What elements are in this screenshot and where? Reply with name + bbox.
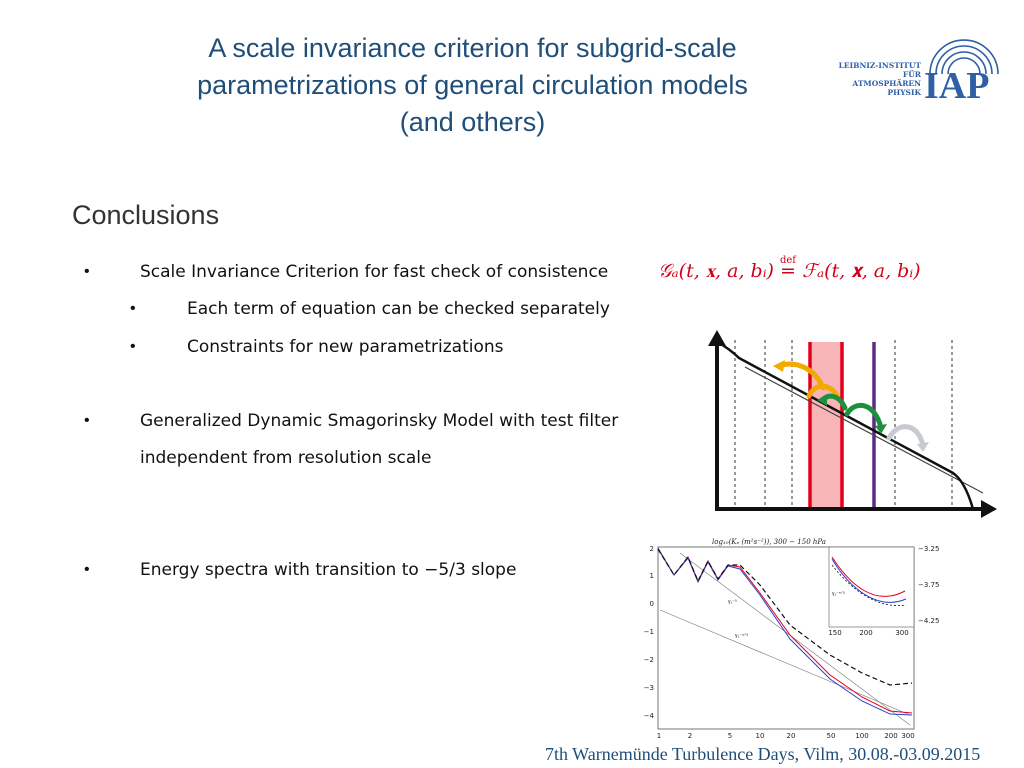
y-tick: −2 [644, 656, 654, 664]
inset-x-tick: 200 [859, 629, 872, 637]
x-tick: 200 [884, 732, 897, 740]
energy-spectrum-plot: log₁₀(Kₑ (m²s⁻²)), 300 − 150 hPa 2 1 0 −… [644, 538, 940, 740]
formula-rhs: ℱₐ(t, 𝐱, a, bᵢ) [802, 260, 921, 282]
x-tick: 10 [756, 732, 765, 740]
x-tick: 2 [688, 732, 692, 740]
y-tick: −1 [644, 628, 654, 636]
filter-band [809, 342, 843, 509]
x-tick-labels: 1 2 5 10 20 50 100 200 300 [657, 732, 915, 740]
inset-y-ticks: −3.25 −3.75 −4.25 [918, 545, 939, 625]
scale-invariance-formula: 𝒢ₐ(t, 𝐱, a, bᵢ) def = ℱₐ(t, 𝐱, a, bᵢ) [658, 255, 921, 283]
inset-x-tick: 150 [828, 629, 841, 637]
subbullet-constraints: Constraints for new parametrizations [187, 337, 504, 357]
x-tick: 1 [657, 732, 661, 740]
subbullet-terms-separately: Each term of equation can be checked sep… [187, 299, 610, 319]
scale-schematic-diagram [708, 330, 997, 518]
logo-text-2: FÜR [903, 70, 922, 79]
x-tick: 50 [827, 732, 836, 740]
bullet-dot: • [130, 300, 136, 317]
bullet-smagorinsky-line1: Generalized Dynamic Smagorinsky Model wi… [140, 411, 619, 431]
inset-frame [828, 546, 915, 628]
inset-red-series [831, 556, 906, 597]
x-tick: 100 [855, 732, 868, 740]
spectrum-title: log₁₀(Kₑ (m²s⁻²)), 300 − 150 hPa [712, 538, 826, 546]
bullet-energy-spectra: Energy spectra with transition to −5/3 s… [140, 560, 517, 580]
formula-lhs: 𝒢ₐ(t, 𝐱, a, bᵢ) [658, 260, 774, 282]
y-tick: −3 [644, 684, 654, 692]
logo-text-1: LEIBNIZ-INSTITUT [839, 61, 922, 70]
formula-eq: = [780, 260, 796, 282]
bullet-smagorinsky-line2: independent from resolution scale [140, 448, 432, 468]
inset-y-tick: −3.75 [918, 581, 939, 589]
spectrum-curve [717, 340, 975, 510]
inset-dotted-series [831, 564, 907, 607]
gray-arrow-icon [886, 424, 926, 449]
title-line-3: (and others) [399, 107, 546, 137]
section-heading: Conclusions [72, 200, 220, 230]
x-tick: 20 [787, 732, 796, 740]
inset-y-tick: −4.25 [918, 617, 939, 625]
k3-label: γ₁⁻³ [728, 599, 737, 605]
logo-arcs-icon [929, 39, 999, 75]
iap-logo: LEIBNIZ-INSTITUT FÜR ATMOSPHÄREN PHYSIK … [839, 39, 999, 106]
logo-acronym: IAP [924, 65, 989, 106]
x-axis-arrow-icon [981, 500, 997, 518]
bullet-dot: • [130, 338, 136, 355]
y-axis-arrow-icon [708, 330, 726, 346]
bullet-scale-invariance: Scale Invariance Criterion for fast chec… [140, 262, 609, 282]
y-tick: −4 [644, 712, 655, 720]
x-tick: 5 [728, 732, 732, 740]
title-line-2: parametrizations of general circulation … [197, 70, 748, 100]
inset-y-tick: −3.25 [918, 545, 939, 553]
title-line-1: A scale invariance criterion for subgrid… [208, 33, 737, 63]
inset-blue-series [831, 558, 907, 603]
k53-label: γ₂⁻⁵ᐟ³ [735, 633, 748, 639]
bullet-dot: • [84, 263, 90, 280]
y-tick: 2 [650, 545, 654, 553]
inset-label: γ₁⁻⁵ᐟ³ [832, 591, 845, 597]
bullet-dot: • [84, 561, 90, 578]
slope-line [744, 366, 984, 494]
scale-dashed-lines [734, 340, 953, 509]
y-tick: 0 [650, 600, 654, 608]
formula-def: def [779, 255, 797, 266]
reference-slopes [659, 552, 911, 726]
footer-conference: 7th Warnemünde Turbulence Days, Vilm, 30… [545, 744, 981, 764]
y-tick: 1 [650, 572, 654, 580]
inset-x-ticks: 150 200 300 [828, 629, 908, 637]
y-tick-labels: 2 1 0 −1 −2 −3 −4 [644, 545, 655, 720]
bullet-dot: • [84, 412, 90, 429]
black-dashed-series [657, 548, 913, 686]
plot-frame [657, 546, 915, 730]
slide-title: A scale invariance criterion for subgrid… [150, 30, 795, 141]
logo-text-3: ATMOSPHÄREN [851, 79, 921, 88]
logo-text-4: PHYSIK [887, 88, 921, 97]
x-tick: 300 [901, 732, 914, 740]
inset-x-tick: 300 [895, 629, 908, 637]
